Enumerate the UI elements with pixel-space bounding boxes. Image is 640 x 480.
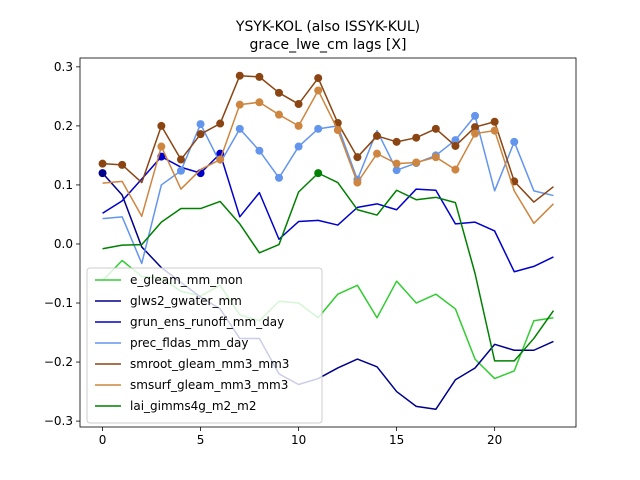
legend-label: prec_fldas_mm_day bbox=[130, 336, 249, 350]
series-point-4-17 bbox=[431, 124, 440, 133]
y-tick-label: 0.1 bbox=[54, 178, 73, 192]
plot-area: 0 5 10 15 20 −0.3 −0.2 −0.1 0.0 0.1 0.2 0.3 bbox=[44, 57, 577, 447]
series-point-4-3 bbox=[157, 121, 166, 130]
legend-box bbox=[86, 267, 323, 424]
series-point-3-8 bbox=[255, 146, 264, 155]
series-point-4-7 bbox=[235, 71, 244, 80]
x-tick-label: 0 bbox=[99, 433, 107, 447]
series-line-2 bbox=[102, 152, 554, 273]
series-point-4-16 bbox=[412, 133, 421, 142]
series-point-4-6 bbox=[216, 119, 225, 128]
x-tick-label: 10 bbox=[291, 433, 306, 447]
y-tick-label: 0.2 bbox=[54, 119, 73, 133]
series-point-4-13 bbox=[353, 153, 362, 162]
y-tick-label: 0.3 bbox=[54, 60, 73, 74]
series-point-4-14 bbox=[373, 131, 382, 140]
series-line-3 bbox=[102, 115, 554, 265]
series-point-4-4 bbox=[176, 155, 185, 164]
legend-label: e_gleam_mm_mon bbox=[130, 273, 243, 287]
chart-title: YSYK-KOL (also ISSYK-KUL) bbox=[235, 19, 420, 35]
series-point-4-9 bbox=[274, 88, 283, 97]
series-point-4-5 bbox=[196, 130, 205, 139]
series-point-3-19 bbox=[471, 111, 480, 120]
series-point-4-1 bbox=[118, 160, 127, 169]
series-point-4-10 bbox=[294, 100, 303, 109]
series-point-3-7 bbox=[235, 124, 244, 133]
y-tick-label: 0.0 bbox=[54, 237, 73, 251]
x-tick-label: 20 bbox=[487, 433, 502, 447]
x-tick-label: 5 bbox=[197, 433, 205, 447]
legend-label: lai_gimms4g_m2_m2 bbox=[130, 399, 257, 413]
series-point-3-15 bbox=[392, 166, 401, 175]
series-point-6-11 bbox=[314, 169, 323, 178]
chart-subtitle: grace_lwe_cm lags [X] bbox=[250, 37, 407, 53]
series-point-5-6 bbox=[216, 155, 225, 164]
series-point-5-16 bbox=[412, 158, 421, 167]
series-point-3-18 bbox=[451, 136, 460, 145]
series-point-3-4 bbox=[176, 166, 185, 175]
series-point-5-13 bbox=[353, 178, 362, 187]
series-point-4-20 bbox=[490, 117, 499, 126]
series-point-3-21 bbox=[510, 137, 519, 146]
series-point-4-8 bbox=[255, 72, 264, 81]
series-point-5-18 bbox=[451, 165, 460, 174]
series-point-5-20 bbox=[490, 126, 499, 135]
series-point-3-9 bbox=[274, 173, 283, 182]
series-point-5-7 bbox=[235, 100, 244, 109]
series-point-5-11 bbox=[314, 86, 323, 95]
series-point-4-15 bbox=[392, 137, 401, 146]
series-point-5-10 bbox=[294, 121, 303, 130]
series-point-4-0 bbox=[98, 159, 107, 168]
y-tick-label: −0.2 bbox=[44, 355, 73, 369]
series-point-5-15 bbox=[392, 159, 401, 168]
series-point-4-19 bbox=[471, 123, 480, 132]
series-point-4-18 bbox=[451, 141, 460, 150]
series-point-5-19 bbox=[471, 129, 480, 138]
series-point-5-12 bbox=[333, 126, 342, 135]
series-point-5-3 bbox=[157, 142, 166, 151]
legend-label: glws2_gwater_mm bbox=[130, 294, 242, 308]
series-point-1-0 bbox=[98, 169, 107, 178]
series-point-3-5 bbox=[196, 120, 205, 129]
legend-label: smroot_gleam_mm3_mm3 bbox=[130, 357, 289, 371]
axes-frame bbox=[79, 57, 577, 428]
x-tick-label: 15 bbox=[389, 433, 404, 447]
legend-label: smsurf_gleam_mm3_mm3 bbox=[130, 378, 288, 392]
series-point-5-14 bbox=[373, 149, 382, 158]
series-line-6 bbox=[102, 172, 555, 362]
series-point-5-9 bbox=[274, 110, 283, 119]
series-line-4 bbox=[102, 74, 554, 203]
series-point-4-11 bbox=[314, 74, 323, 83]
legend-label: grun_ens_runoff_mm_day bbox=[130, 315, 284, 329]
y-tick-label: −0.3 bbox=[44, 414, 73, 428]
series-point-5-17 bbox=[431, 153, 440, 162]
series-point-5-8 bbox=[255, 98, 264, 107]
series-point-3-10 bbox=[294, 142, 303, 151]
series-point-3-11 bbox=[314, 124, 323, 133]
y-tick-label: −0.1 bbox=[44, 296, 73, 310]
legend: e_gleam_mm_mon glws2_gwater_mm grun_ens_ru… bbox=[86, 267, 323, 424]
